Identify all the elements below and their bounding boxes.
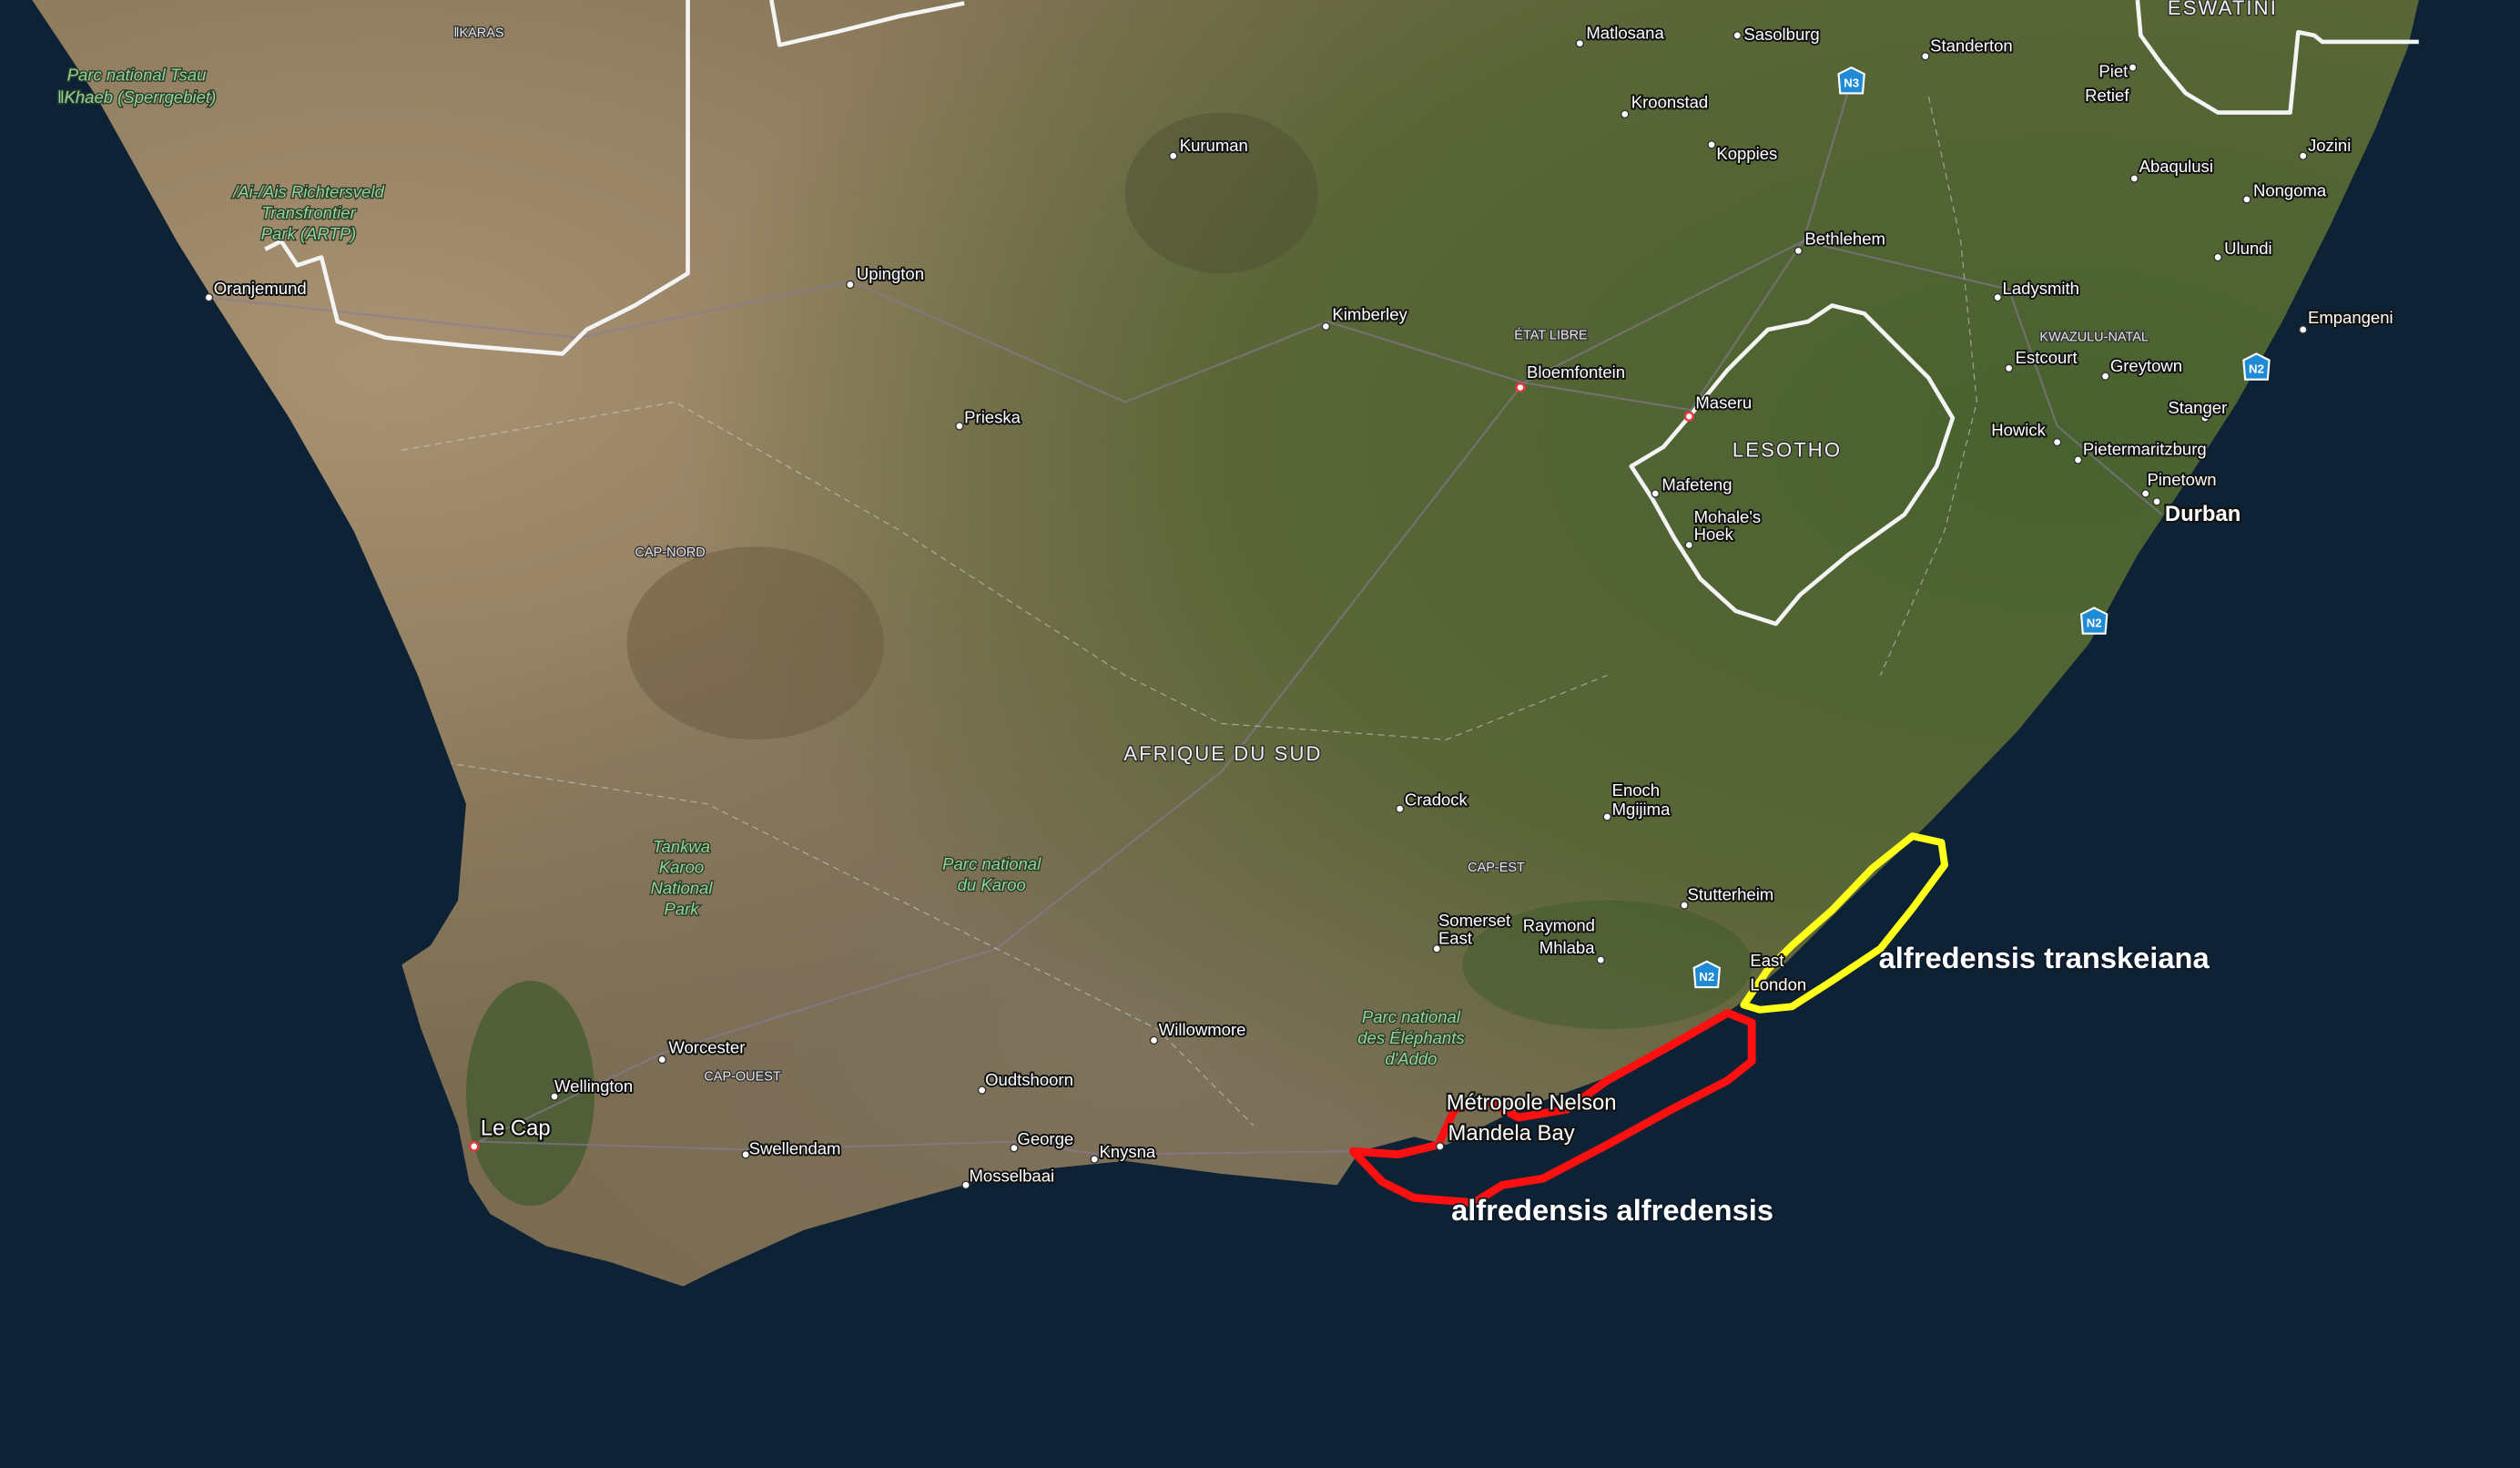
svg-text:N2: N2	[2087, 617, 2102, 630]
city-jozini[interactable]: Jozini	[2306, 134, 2352, 157]
city-swellendam[interactable]: Swellendam	[747, 1137, 843, 1160]
highway-shields: N3 N2 N2 N2	[1692, 66, 2271, 989]
city-nelson-mandela-bay[interactable]: Métropole Nelson Mandela Bay	[1445, 1088, 1619, 1147]
city-labels: Matlosana Sasolburg Standerton Kroonstad…	[212, 21, 2395, 1188]
label-alfredensis-transkeiana: alfredensis transkeiana	[1879, 941, 2210, 974]
city-abaqulusi[interactable]: Abaqulusi	[2138, 155, 2215, 178]
svg-text:N2: N2	[1699, 970, 1714, 984]
city-oudtshoorn[interactable]: Oudtshoorn	[983, 1068, 1075, 1091]
svg-text:N2: N2	[2249, 362, 2264, 376]
country-lesotho: LESOTHO	[1732, 438, 1842, 461]
city-mosselbaai[interactable]: Mosselbaai	[968, 1165, 1057, 1188]
city-maseru[interactable]: Maseru	[1693, 392, 1753, 414]
region-free-state: ÉTAT LIBRE	[1514, 328, 1588, 343]
city-knysna[interactable]: Knysna	[1098, 1140, 1158, 1163]
park-karoo: Parc national du Karoo	[942, 854, 1042, 894]
city-kimberley[interactable]: Kimberley	[1330, 302, 1409, 325]
city-standerton[interactable]: Standerton	[1928, 35, 2014, 57]
label-alfredensis-alfredensis: alfredensis alfredensis	[1451, 1193, 1773, 1227]
city-mafeteng[interactable]: Mafeteng	[1660, 474, 1733, 496]
range-annotations: alfredensis transkeiana alfredensis alfr…	[1449, 939, 2211, 1228]
city-enoch-mgijima[interactable]: Enoch Mgijima	[1611, 779, 1672, 821]
city-koppies[interactable]: Koppies	[1714, 142, 1779, 165]
city-prieska[interactable]: Prieska	[962, 405, 1022, 428]
city-somerset-east[interactable]: Somerset East	[1437, 909, 1513, 949]
highway-shield-n2: N2	[1692, 960, 1721, 989]
city-kroonstad[interactable]: Kroonstad	[1630, 90, 1710, 113]
region-labels: ÉTAT LIBRE KWAZULU-NATAL CAP-NORD CAP-ES…	[452, 25, 2149, 1086]
city-kuruman[interactable]: Kuruman	[1178, 134, 1250, 157]
city-wellington[interactable]: Wellington	[553, 1075, 635, 1097]
city-raymond-mhlaba[interactable]: Raymond Mhlaba	[1521, 913, 1597, 959]
city-markers	[204, 31, 2308, 1190]
region-eastern-cape: CAP-EST	[1468, 861, 1525, 875]
city-mohales-hoek[interactable]: Mohale's Hoek	[1692, 505, 1763, 545]
city-upington[interactable]: Upington	[855, 262, 926, 285]
park-tankwa-karoo: Tankwa Karoo National Park	[651, 837, 714, 919]
city-howick[interactable]: Howick	[1989, 419, 2048, 442]
svg-text:N3: N3	[1844, 76, 1859, 89]
city-matlosana[interactable]: Matlosana	[1584, 21, 1666, 44]
park-tsau-khaeb: Parc national Tsau ǁKhaeb (Sperrgebiet)	[57, 65, 216, 107]
city-worcester[interactable]: Worcester	[666, 1036, 747, 1059]
city-ulundi[interactable]: Ulundi	[2222, 237, 2273, 260]
highway-shield-n2: N2	[2242, 352, 2271, 381]
region-western-cape: CAP-OUEST	[704, 1069, 781, 1084]
city-le-cap[interactable]: Le Cap	[479, 1114, 553, 1142]
city-bloemfontein[interactable]: Bloemfontein	[1525, 361, 1627, 383]
region-kwazulu-natal: KWAZULU-NATAL	[2039, 330, 2149, 344]
city-sasolburg[interactable]: Sasolburg	[1742, 23, 1821, 46]
city-stutterheim[interactable]: Stutterheim	[1686, 883, 1776, 906]
city-durban[interactable]: Durban	[2163, 500, 2243, 528]
city-nongoma[interactable]: Nongoma	[2251, 178, 2329, 201]
range-alfredensis-alfredensis[interactable]	[1348, 1008, 1756, 1208]
city-pietermaritzburg[interactable]: Pietermaritzburg	[2081, 438, 2209, 461]
city-pinetown[interactable]: Pinetown	[2146, 468, 2219, 491]
country-labels: AFRIQUE DU SUD LESOTHO ESWATINI	[1123, 0, 2278, 766]
range-alfredensis-transkeiana[interactable]	[1740, 832, 1948, 1014]
country-south-africa: AFRIQUE DU SUD	[1123, 742, 1322, 765]
city-ladysmith[interactable]: Ladysmith	[2001, 277, 2081, 300]
city-estcourt[interactable]: Estcourt	[2014, 346, 2080, 369]
park-labels: Parc national Tsau ǁKhaeb (Sperrgebiet) /…	[56, 64, 1466, 1069]
city-empangeni[interactable]: Empangeni	[2306, 306, 2395, 329]
city-stanger[interactable]: Stanger	[2166, 396, 2229, 419]
city-greytown[interactable]: Greytown	[2108, 354, 2184, 377]
region-karas: ǁKARAS	[454, 26, 504, 41]
city-east-london[interactable]: East London	[1748, 949, 1808, 995]
park-richtersveld: /Ai-/Ais Richtersveld Transfrontier Park (…	[231, 182, 384, 243]
city-cradock[interactable]: Cradock	[1403, 789, 1470, 811]
country-borders	[264, 0, 2419, 627]
city-willowmore[interactable]: Willowmore	[1157, 1018, 1248, 1041]
region-northern-cape: CAP-NORD	[635, 545, 706, 560]
city-george[interactable]: George	[1015, 1127, 1075, 1150]
country-eswatini: ESWATINI	[2168, 0, 2278, 19]
city-oranjemund[interactable]: Oranjemund	[212, 277, 309, 300]
park-addo: Parc national des Éléphants d'Addo	[1357, 1007, 1464, 1068]
city-bethlehem[interactable]: Bethlehem	[1803, 227, 1886, 250]
highway-shield-n3: N3	[1837, 66, 1865, 95]
highway-shield-n2: N2	[2079, 607, 2108, 635]
city-piet-retief[interactable]: Piet Retief	[2083, 60, 2131, 107]
